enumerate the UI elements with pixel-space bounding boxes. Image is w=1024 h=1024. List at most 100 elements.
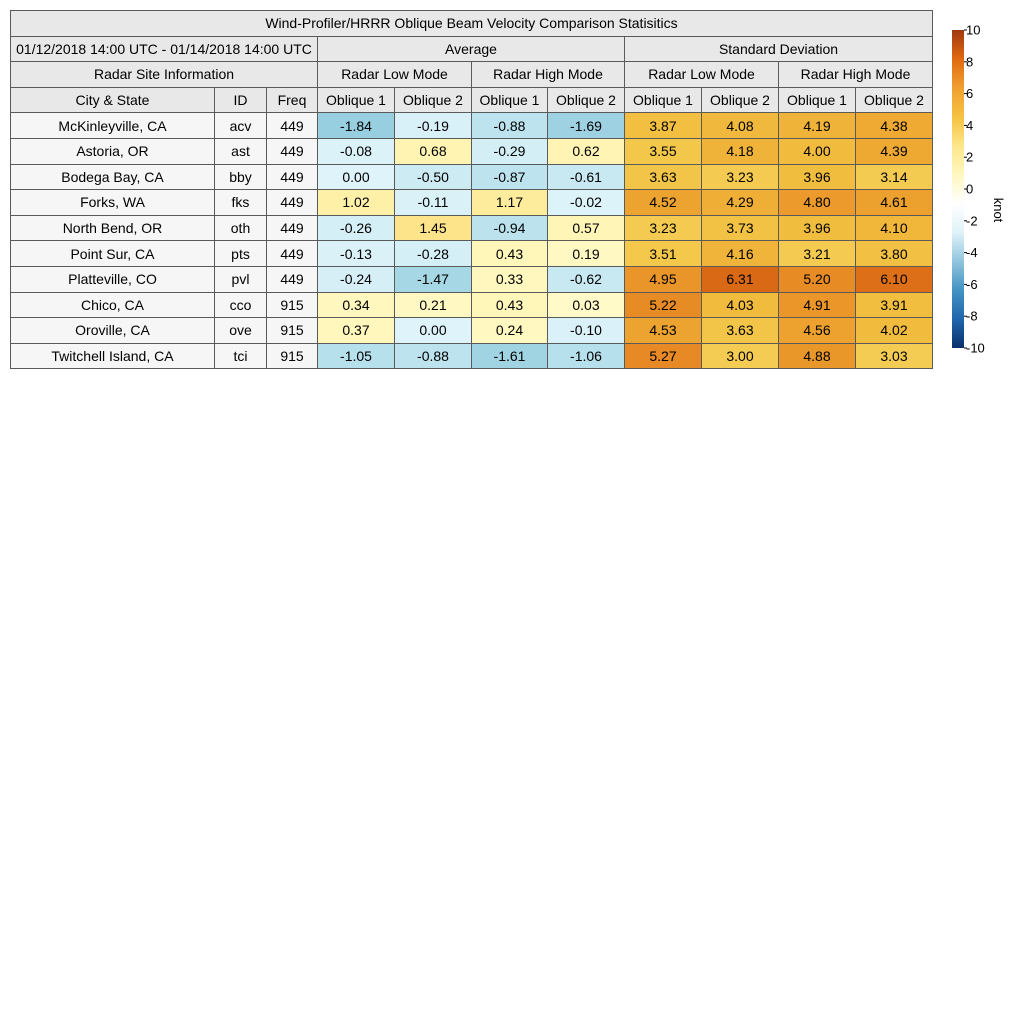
site-id: pvl (214, 265, 267, 293)
site-id: cco (214, 291, 267, 319)
site-city: Point Sur, CA (10, 240, 215, 267)
site-freq: 915 (266, 291, 318, 319)
colorbar-tick-label: -8 (966, 309, 978, 324)
site-freq: 449 (266, 163, 318, 191)
std-dev-value-cell: 3.80 (855, 240, 933, 267)
mode-header: Radar High Mode (471, 61, 625, 88)
average-value-cell: -0.94 (471, 214, 548, 242)
std-dev-value-cell: 4.16 (701, 240, 779, 267)
date-range: 01/12/2018 14:00 UTC - 01/14/2018 14:00 … (10, 35, 318, 63)
column-header: Oblique 1 (624, 86, 702, 114)
average-header: Average (317, 35, 625, 63)
average-value-cell: 0.43 (471, 291, 548, 319)
site-freq: 449 (266, 265, 318, 293)
std-dev-value-cell: 4.38 (855, 112, 933, 139)
average-value-cell: -0.26 (317, 214, 395, 242)
average-value-cell: -0.10 (547, 317, 625, 344)
std-dev-value-cell: 3.51 (624, 240, 702, 267)
table-row: Chico, CA cco 915 0.34 0.21 0.43 0.03 5.22 4.03 4… (10, 291, 933, 319)
average-value-cell: -0.08 (317, 137, 395, 165)
average-value-cell: 0.00 (317, 163, 395, 191)
std-dev-value-cell: 3.73 (701, 214, 779, 242)
site-city: Twitchell Island, CA (10, 342, 215, 370)
std-dev-value-cell: 3.23 (624, 214, 702, 242)
column-header: Oblique 2 (701, 86, 779, 114)
site-city: Forks, WA (10, 189, 215, 216)
mode-header: Radar Low Mode (624, 61, 779, 88)
site-id: fks (214, 189, 267, 216)
colorbar-ticks: 10 8 6 4 2 0 -2 -4 -6 -8 -10 (964, 23, 985, 356)
site-city: Bodega Bay, CA (10, 163, 215, 191)
table-row: Point Sur, CA pts 449 -0.13 -0.28 0.43 0.19 3.5… (10, 240, 933, 267)
site-city: North Bend, OR (10, 214, 215, 242)
average-value-cell: -0.02 (547, 189, 625, 216)
average-value-cell: -0.24 (317, 265, 395, 293)
std-dev-value-cell: 3.00 (701, 342, 779, 370)
column-header: Oblique 2 (394, 86, 472, 114)
std-dev-value-cell: 3.96 (778, 214, 856, 242)
colorbar-tick-label: -6 (966, 277, 978, 292)
std-dev-value-cell: 4.08 (701, 112, 779, 139)
table-row: Platteville, CO pvl 449 -0.24 -1.47 0.33 -0.62… (10, 265, 933, 293)
std-dev-value-cell: 4.03 (701, 291, 779, 319)
site-freq: 449 (266, 240, 318, 267)
average-value-cell: 0.37 (317, 317, 395, 344)
table-title: Wind-Profiler/HRRR Oblique Beam Velocity… (10, 10, 933, 37)
site-freq: 449 (266, 214, 318, 242)
std-dev-value-cell: 3.91 (855, 291, 933, 319)
std-dev-value-cell: 4.52 (624, 189, 702, 216)
colorbar: 10 8 6 4 2 0 -2 -4 -6 -8 -10 knot (952, 23, 1006, 356)
table-row: North Bend, OR oth 449 -0.26 1.45 -0.94 0.57 3.… (10, 214, 933, 242)
stats-table: Wind-Profiler/HRRR Oblique Beam Velocity… (10, 10, 933, 370)
table-row: Twitchell Island, CA tci 915 -1.05 -0.88 -1.6… (10, 342, 933, 370)
std-dev-value-cell: 4.95 (624, 265, 702, 293)
table-row: Forks, WA fks 449 1.02 -0.11 1.17 -0.02 4.52 4.2… (10, 189, 933, 216)
site-city: McKinleyville, CA (10, 112, 215, 139)
average-value-cell: -0.29 (471, 137, 548, 165)
average-value-cell: -0.11 (394, 189, 472, 216)
std-dev-value-cell: 4.29 (701, 189, 779, 216)
std-dev-value-cell: 3.55 (624, 137, 702, 165)
average-value-cell: -1.06 (547, 342, 625, 370)
table-row: Bodega Bay, CA bby 449 0.00 -0.50 -0.87 -0.61 3… (10, 163, 933, 191)
average-value-cell: -0.87 (471, 163, 548, 191)
std-dev-value-cell: 5.22 (624, 291, 702, 319)
colorbar-tick-label: 4 (966, 118, 973, 133)
std-dev-value-cell: 3.23 (701, 163, 779, 191)
average-value-cell: -0.50 (394, 163, 472, 191)
site-city: Oroville, CA (10, 317, 215, 344)
average-value-cell: -0.28 (394, 240, 472, 267)
colorbar-tick-label: -4 (966, 245, 978, 260)
site-id: oth (214, 214, 267, 242)
std-dev-value-cell: 4.56 (778, 317, 856, 344)
average-value-cell: -0.19 (394, 112, 472, 139)
colorbar-unit-label: knot (991, 198, 1006, 223)
site-id: tci (214, 342, 267, 370)
site-id: pts (214, 240, 267, 267)
average-value-cell: 0.24 (471, 317, 548, 344)
site-id: bby (214, 163, 267, 191)
column-header: Oblique 1 (778, 86, 856, 114)
average-value-cell: 0.34 (317, 291, 395, 319)
mode-header: Radar Low Mode (317, 61, 472, 88)
average-value-cell: -0.88 (471, 112, 548, 139)
site-freq: 915 (266, 342, 318, 370)
std-dev-value-cell: 6.31 (701, 265, 779, 293)
std-dev-value-cell: 4.18 (701, 137, 779, 165)
table-body: McKinleyville, CA acv 449 -1.84 -0.19 -0.88 -1… (10, 112, 933, 370)
colorbar-tick-label: 0 (966, 182, 973, 197)
std-dev-value-cell: 6.10 (855, 265, 933, 293)
site-city: Astoria, OR (10, 137, 215, 165)
average-value-cell: -1.61 (471, 342, 548, 370)
std-dev-value-cell: 4.19 (778, 112, 856, 139)
average-value-cell: 0.03 (547, 291, 625, 319)
colorbar-tick-label: 6 (966, 86, 973, 101)
site-id: ove (214, 317, 267, 344)
average-value-cell: -1.69 (547, 112, 625, 139)
column-header: Oblique 1 (471, 86, 548, 114)
site-id: ast (214, 137, 267, 165)
std-dev-value-cell: 4.88 (778, 342, 856, 370)
column-header: ID (214, 86, 267, 114)
average-value-cell: 0.19 (547, 240, 625, 267)
average-value-cell: 0.68 (394, 137, 472, 165)
